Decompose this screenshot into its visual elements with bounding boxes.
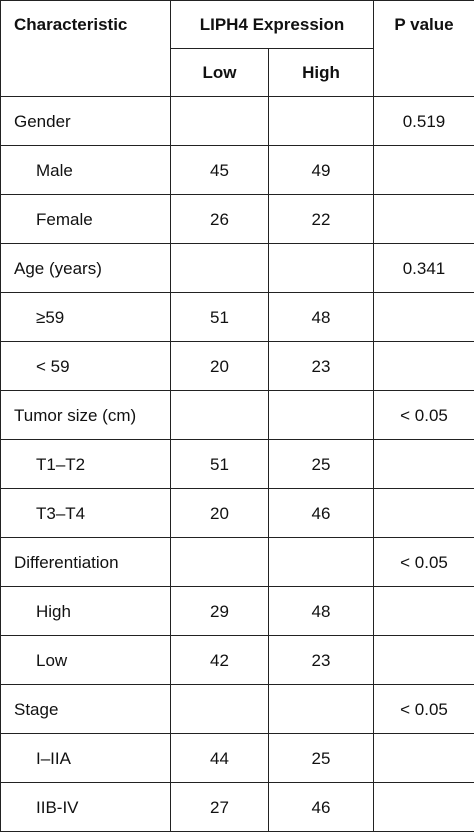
cell-high [269, 391, 374, 440]
header-liph4-expression: LIPH4 Expression [171, 1, 374, 49]
cell-p-value: 0.519 [374, 97, 474, 146]
row-label: Gender [1, 97, 171, 146]
cell-low: 51 [171, 440, 269, 489]
row-label: I–IIA [1, 734, 171, 783]
cell-high [269, 538, 374, 587]
table-row: High 29 48 [1, 587, 474, 636]
header-high: High [269, 49, 374, 97]
cell-low: 20 [171, 489, 269, 538]
cell-low [171, 391, 269, 440]
cell-p-value [374, 783, 474, 832]
cell-low: 45 [171, 146, 269, 195]
cell-high: 46 [269, 489, 374, 538]
cell-low: 51 [171, 293, 269, 342]
cell-high: 23 [269, 342, 374, 391]
table-row-group: Differentiation < 0.05 [1, 538, 474, 587]
cell-high [269, 97, 374, 146]
cell-low: 26 [171, 195, 269, 244]
cell-p-value [374, 293, 474, 342]
row-label: T3–T4 [1, 489, 171, 538]
table-row: I–IIA 44 25 [1, 734, 474, 783]
row-label: < 59 [1, 342, 171, 391]
table-row: IIB-IV 27 46 [1, 783, 474, 832]
row-label: High [1, 587, 171, 636]
cell-low [171, 538, 269, 587]
cell-p-value: 0.341 [374, 244, 474, 293]
cell-high [269, 685, 374, 734]
row-label: T1–T2 [1, 440, 171, 489]
table-row-group: Stage < 0.05 [1, 685, 474, 734]
cell-high: 48 [269, 293, 374, 342]
table-row: ≥59 51 48 [1, 293, 474, 342]
cell-low: 20 [171, 342, 269, 391]
cell-high: 22 [269, 195, 374, 244]
cell-high: 46 [269, 783, 374, 832]
cell-p-value [374, 489, 474, 538]
row-label: Differentiation [1, 538, 171, 587]
cell-high: 23 [269, 636, 374, 685]
header-row-top: Characteristic LIPH4 Expression P value [1, 1, 474, 49]
row-label: IIB-IV [1, 783, 171, 832]
cell-high: 49 [269, 146, 374, 195]
header-characteristic: Characteristic [1, 1, 171, 97]
cell-high [269, 244, 374, 293]
table-row: < 59 20 23 [1, 342, 474, 391]
cell-p-value [374, 440, 474, 489]
table-row-group: Tumor size (cm) < 0.05 [1, 391, 474, 440]
row-label: Age (years) [1, 244, 171, 293]
table-row: T3–T4 20 46 [1, 489, 474, 538]
table-row-group: Age (years) 0.341 [1, 244, 474, 293]
cell-p-value [374, 587, 474, 636]
cell-p-value [374, 146, 474, 195]
cell-p-value [374, 734, 474, 783]
cell-p-value [374, 636, 474, 685]
cell-low: 42 [171, 636, 269, 685]
cell-p-value [374, 342, 474, 391]
table-row: Male 45 49 [1, 146, 474, 195]
row-label: Female [1, 195, 171, 244]
cell-high: 48 [269, 587, 374, 636]
cell-high: 25 [269, 440, 374, 489]
header-low: Low [171, 49, 269, 97]
table-header: Characteristic LIPH4 Expression P value … [1, 1, 474, 97]
row-label: ≥59 [1, 293, 171, 342]
cell-high: 25 [269, 734, 374, 783]
cell-p-value: < 0.05 [374, 538, 474, 587]
row-label: Tumor size (cm) [1, 391, 171, 440]
table-row: Low 42 23 [1, 636, 474, 685]
table-body: Gender 0.519 Male 45 49 Female 26 22 Age… [1, 97, 474, 832]
cell-low [171, 97, 269, 146]
cell-low: 27 [171, 783, 269, 832]
table-row: Female 26 22 [1, 195, 474, 244]
cell-low: 29 [171, 587, 269, 636]
cell-p-value: < 0.05 [374, 391, 474, 440]
table-row-group: Gender 0.519 [1, 97, 474, 146]
cell-low [171, 244, 269, 293]
cell-p-value: < 0.05 [374, 685, 474, 734]
cell-p-value [374, 195, 474, 244]
table-row: T1–T2 51 25 [1, 440, 474, 489]
cell-low [171, 685, 269, 734]
row-label: Male [1, 146, 171, 195]
header-p-value: P value [374, 1, 474, 97]
row-label: Low [1, 636, 171, 685]
cell-low: 44 [171, 734, 269, 783]
row-label: Stage [1, 685, 171, 734]
